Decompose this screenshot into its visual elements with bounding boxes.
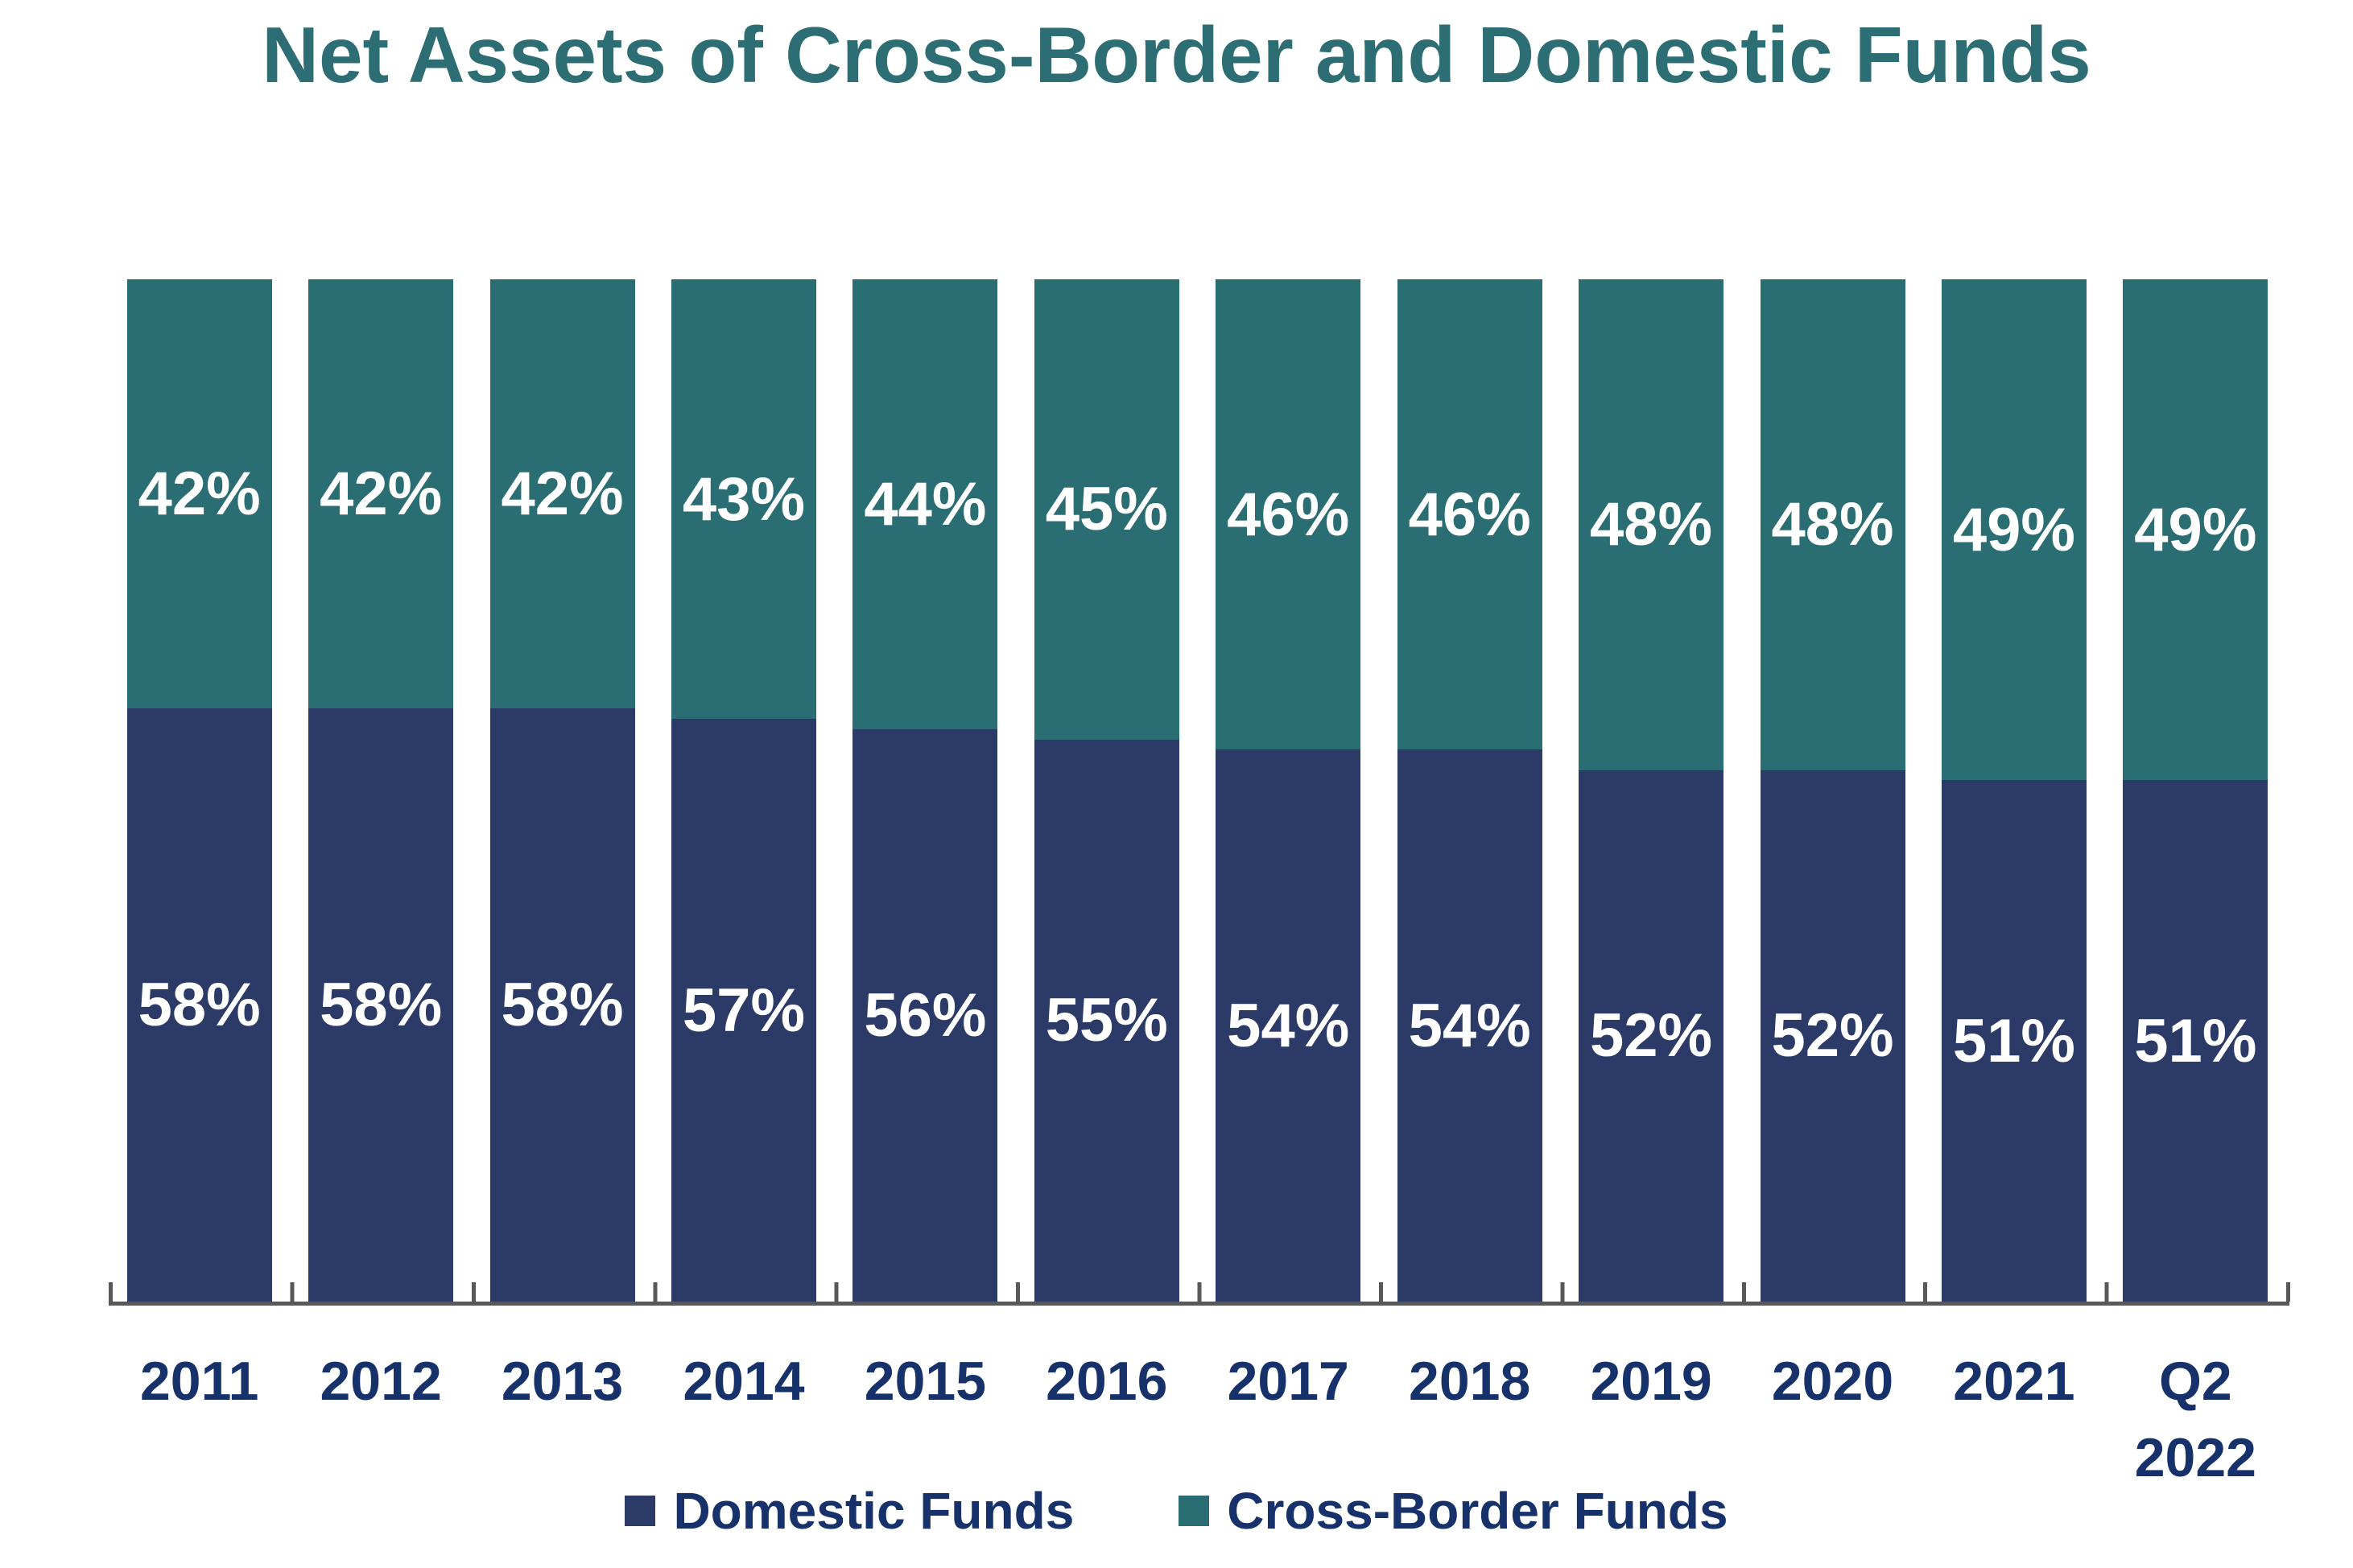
stacked-bar: 42% 58% bbox=[308, 279, 454, 1302]
legend-swatch-icon bbox=[1179, 1496, 1210, 1526]
domestic-segment: 51% bbox=[2123, 780, 2268, 1302]
x-axis-label: Q2 2022 bbox=[2134, 1351, 2256, 1489]
cross-border-value-label: 49% bbox=[2134, 495, 2257, 564]
stacked-bar: 46% 54% bbox=[1216, 279, 1361, 1302]
x-axis-label: 2011 bbox=[139, 1351, 259, 1412]
bar-cell: 46% 54% bbox=[1198, 279, 1379, 1302]
bar-cell: 49% 51% bbox=[2105, 279, 2286, 1302]
stacked-bar: 46% 54% bbox=[1397, 279, 1542, 1302]
stacked-bar: 45% 55% bbox=[1034, 279, 1179, 1302]
stacked-bar: 48% 52% bbox=[1760, 279, 1905, 1302]
cross-border-segment: 44% bbox=[852, 279, 998, 729]
legend-item: Cross-Border Funds bbox=[1179, 1481, 1728, 1541]
domestic-value-label: 56% bbox=[864, 980, 987, 1050]
bar-cell: 42% 58% bbox=[109, 279, 290, 1302]
x-axis-line bbox=[109, 1302, 2289, 1306]
cross-border-segment: 46% bbox=[1216, 279, 1361, 750]
legend-item: Domestic Funds bbox=[625, 1481, 1074, 1541]
stacked-bar: 42% 58% bbox=[489, 279, 635, 1302]
cross-border-value-label: 43% bbox=[682, 464, 806, 534]
stacked-bar: 43% 57% bbox=[671, 279, 816, 1302]
bar-cell: 48% 52% bbox=[1560, 279, 1741, 1302]
domestic-segment: 55% bbox=[1034, 739, 1179, 1302]
domestic-segment: 57% bbox=[671, 719, 816, 1302]
domestic-value-label: 51% bbox=[2134, 1006, 2257, 1075]
cross-border-value-label: 44% bbox=[864, 469, 987, 538]
domestic-value-label: 52% bbox=[1590, 1001, 1713, 1071]
cross-border-value-label: 46% bbox=[1408, 480, 1531, 549]
domestic-value-label: 58% bbox=[138, 971, 261, 1040]
cross-border-segment: 46% bbox=[1397, 279, 1542, 750]
domestic-segment: 54% bbox=[1397, 749, 1542, 1302]
domestic-segment: 58% bbox=[308, 708, 454, 1302]
legend: Domestic Funds Cross-Border Funds bbox=[0, 1481, 2353, 1541]
bar-cell: 42% 58% bbox=[472, 279, 653, 1302]
domestic-value-label: 51% bbox=[1952, 1006, 2075, 1075]
cross-border-segment: 49% bbox=[1941, 279, 2087, 781]
bars-container: 42% 58% 42% 58% 42% 58% 43% 57% 44% 56% 45% 55% 46% 5… bbox=[109, 279, 2286, 1302]
x-axis-labels: 2011 2012 2013 2014 2015 2016 2017 2018 2019 2020… bbox=[109, 1343, 2286, 1496]
cross-border-value-label: 48% bbox=[1590, 490, 1713, 559]
bar-cell: 48% 52% bbox=[1742, 279, 1923, 1302]
chart-title: Net Assets of Cross-Border and Domestic … bbox=[262, 10, 2091, 99]
x-axis-ticks bbox=[109, 1282, 2293, 1302]
stacked-bar: 44% 56% bbox=[852, 279, 998, 1302]
bar-cell: 42% 58% bbox=[290, 279, 471, 1302]
cross-border-segment: 42% bbox=[126, 279, 272, 709]
domestic-value-label: 55% bbox=[1045, 986, 1168, 1055]
legend-swatch-icon bbox=[625, 1496, 656, 1526]
domestic-value-label: 57% bbox=[682, 976, 806, 1045]
bar-cell: 49% 51% bbox=[1923, 279, 2104, 1302]
cross-border-segment: 49% bbox=[2123, 279, 2268, 781]
domestic-value-label: 58% bbox=[501, 971, 624, 1040]
cross-border-value-label: 45% bbox=[1045, 475, 1168, 544]
bar-cell: 46% 54% bbox=[1379, 279, 1560, 1302]
stacked-bar: 42% 58% bbox=[126, 279, 272, 1302]
plot-area: 42% 58% 42% 58% 42% 58% 43% 57% 44% 56% 45% 55% 46% 5… bbox=[109, 279, 2293, 1488]
cross-border-value-label: 49% bbox=[1952, 495, 2075, 564]
x-axis-label: 2016 bbox=[1046, 1351, 1168, 1412]
x-axis-label: 2017 bbox=[1227, 1351, 1349, 1412]
x-axis-label: 2021 bbox=[1953, 1351, 2075, 1412]
cross-border-value-label: 42% bbox=[320, 460, 443, 529]
domestic-segment: 52% bbox=[1760, 770, 1905, 1302]
domestic-segment: 52% bbox=[1579, 770, 1724, 1302]
bar-cell: 45% 55% bbox=[1016, 279, 1197, 1302]
domestic-segment: 54% bbox=[1216, 749, 1361, 1302]
x-axis-label: 2014 bbox=[683, 1351, 805, 1412]
stacked-bar: 49% 51% bbox=[2123, 279, 2268, 1302]
domestic-segment: 56% bbox=[852, 728, 998, 1302]
cross-border-value-label: 42% bbox=[138, 460, 261, 529]
domestic-value-label: 54% bbox=[1408, 991, 1531, 1060]
bar-cell: 44% 56% bbox=[835, 279, 1016, 1302]
cross-border-segment: 45% bbox=[1034, 279, 1179, 740]
cross-border-segment: 42% bbox=[489, 279, 635, 709]
cross-border-segment: 42% bbox=[308, 279, 454, 709]
domestic-value-label: 58% bbox=[320, 971, 443, 1040]
x-axis-label: 2012 bbox=[320, 1351, 442, 1412]
x-axis-label: 2019 bbox=[1590, 1351, 1712, 1412]
cross-border-value-label: 46% bbox=[1227, 480, 1350, 549]
x-axis-label: 2020 bbox=[1771, 1351, 1894, 1412]
bar-cell: 43% 57% bbox=[653, 279, 834, 1302]
x-axis-label: 2013 bbox=[501, 1351, 624, 1412]
domestic-segment: 58% bbox=[126, 708, 272, 1302]
domestic-segment: 58% bbox=[489, 708, 635, 1302]
cross-border-segment: 48% bbox=[1579, 279, 1724, 770]
stacked-bar: 48% 52% bbox=[1579, 279, 1724, 1302]
stacked-bar: 49% 51% bbox=[1941, 279, 2087, 1302]
domestic-value-label: 54% bbox=[1227, 991, 1350, 1060]
legend-label: Domestic Funds bbox=[673, 1482, 1075, 1540]
legend-label: Cross-Border Funds bbox=[1227, 1482, 1728, 1540]
cross-border-value-label: 42% bbox=[501, 460, 624, 529]
x-axis-label: 2015 bbox=[864, 1351, 987, 1412]
domestic-value-label: 52% bbox=[1771, 1001, 1894, 1071]
cross-border-segment: 48% bbox=[1760, 279, 1905, 770]
x-axis-label: 2018 bbox=[1409, 1351, 1531, 1412]
cross-border-value-label: 48% bbox=[1771, 490, 1894, 559]
cross-border-segment: 43% bbox=[671, 279, 816, 720]
domestic-segment: 51% bbox=[1941, 780, 2087, 1302]
